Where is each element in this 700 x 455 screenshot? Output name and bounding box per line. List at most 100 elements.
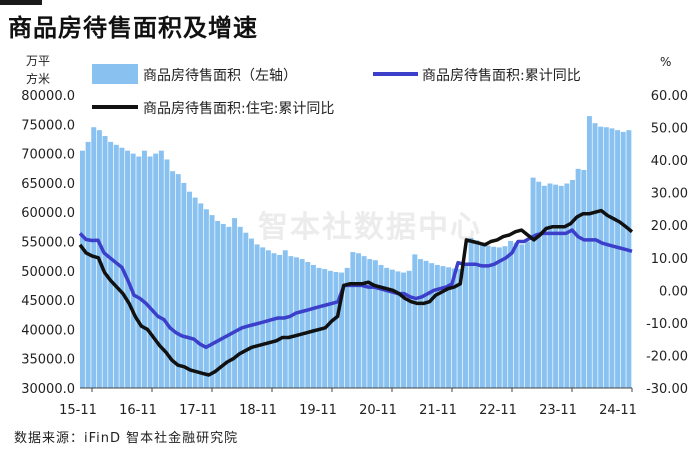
- right-tick-label: 30.00: [651, 187, 688, 202]
- x-tick-label: 15-11: [59, 403, 97, 418]
- bar: [203, 209, 209, 388]
- bar: [130, 153, 136, 388]
- x-tick-label: 22-11: [479, 403, 517, 418]
- bar: [164, 159, 170, 388]
- title-accent-bar: [0, 0, 42, 5]
- bar: [508, 240, 514, 388]
- bar: [102, 136, 108, 388]
- bar: [198, 203, 204, 388]
- bar: [558, 185, 564, 388]
- bar: [586, 116, 592, 388]
- bar: [395, 271, 401, 388]
- bar: [451, 268, 457, 388]
- bar: [485, 245, 491, 388]
- bar: [609, 128, 615, 388]
- bar: [125, 150, 131, 388]
- x-tick-label: 18-11: [239, 403, 277, 418]
- left-tick-label: 80000.0: [21, 89, 75, 104]
- bar: [536, 181, 542, 388]
- bar: [288, 256, 294, 388]
- bar: [372, 260, 378, 388]
- bar: [187, 191, 192, 388]
- bar: [530, 177, 536, 388]
- bar: [423, 260, 429, 388]
- bar: [513, 242, 519, 388]
- series-line: [78, 208, 634, 377]
- right-tick-label: 0.00: [659, 284, 688, 299]
- bar: [519, 244, 525, 388]
- left-tick-label: 35000.0: [21, 353, 75, 368]
- bar: [592, 123, 598, 388]
- bar: [491, 246, 497, 388]
- right-tick-label: -20.00: [646, 349, 688, 364]
- bar: [401, 272, 407, 388]
- bar: [356, 253, 361, 388]
- legend-label: 商品房待售面积:累计同比: [422, 68, 581, 84]
- bar: [496, 247, 502, 388]
- left-tick-label: 45000.0: [21, 294, 75, 309]
- legend-label: 商品房待售面积:住宅:累计同比: [143, 101, 334, 117]
- right-axis-ticks: -30.00 -20.00 -10.00 0.00 10.00 20.00 30.00 40.…: [646, 89, 688, 397]
- bar: [378, 264, 384, 388]
- bar: [367, 259, 373, 388]
- left-tick-label: 70000.0: [21, 148, 75, 163]
- bar: [344, 267, 350, 388]
- bar: [175, 174, 181, 388]
- left-tick-label: 55000.0: [21, 236, 75, 251]
- source-note: 数据来源：iFinD 智本社金融研究院: [14, 431, 239, 446]
- left-tick-label: 50000.0: [21, 265, 75, 280]
- bar: [310, 264, 316, 388]
- watermark: 智本社数据中心: [258, 210, 482, 245]
- x-tick-label: 23-11: [539, 403, 577, 418]
- bar: [502, 246, 508, 388]
- left-tick-label: 40000.0: [21, 323, 75, 338]
- bar: [327, 270, 333, 388]
- x-tick-label: 16-11: [119, 403, 157, 418]
- left-axis-ticks: 30000.0 35000.0 40000.0 45000.0 50000.0 55000…: [21, 89, 75, 397]
- bar: [463, 264, 468, 388]
- bar: [237, 226, 243, 388]
- bar: [384, 267, 390, 388]
- line-series: [78, 208, 634, 377]
- right-tick-label: 40.00: [651, 154, 688, 169]
- bar: [147, 156, 153, 388]
- bar: [474, 240, 480, 388]
- bar: [524, 241, 530, 388]
- page-title: 商品房待售面积及增速: [8, 14, 258, 42]
- bar: [113, 144, 119, 388]
- bar: [575, 168, 581, 388]
- bar: [232, 218, 238, 388]
- bar: [479, 242, 485, 388]
- bar: [412, 254, 418, 388]
- bar: [547, 183, 553, 388]
- left-tick-label: 65000.0: [21, 177, 75, 192]
- bar: [243, 232, 249, 388]
- bar-series: [80, 116, 632, 389]
- right-axis-unit: %: [660, 55, 671, 69]
- bar: [429, 263, 435, 388]
- bar: [389, 269, 395, 388]
- left-tick-label: 30000.0: [21, 382, 75, 397]
- bar: [215, 220, 221, 388]
- bar: [181, 182, 187, 388]
- x-tick-label: 17-11: [179, 403, 217, 418]
- bar: [603, 127, 609, 388]
- bar: [406, 270, 412, 388]
- bar: [581, 170, 587, 388]
- bar: [277, 254, 283, 388]
- legend-swatch: [92, 64, 138, 84]
- right-tick-label: 20.00: [651, 219, 688, 234]
- bar: [226, 226, 232, 388]
- bar: [457, 269, 463, 388]
- bar: [446, 267, 452, 388]
- x-tick-label: 24-11: [599, 403, 637, 418]
- right-tick-label: -10.00: [646, 317, 688, 332]
- bar: [220, 223, 226, 388]
- bar: [170, 171, 176, 388]
- bar: [468, 237, 474, 388]
- bar: [598, 126, 604, 388]
- bar: [108, 141, 114, 388]
